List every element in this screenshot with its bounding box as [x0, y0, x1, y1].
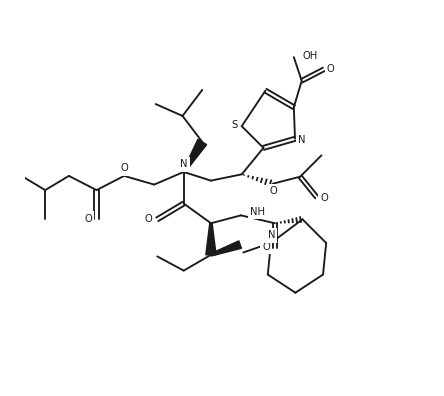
Text: O: O	[320, 192, 328, 203]
Text: O: O	[327, 64, 334, 74]
Text: O: O	[270, 186, 277, 196]
Polygon shape	[206, 223, 216, 255]
Text: NH: NH	[250, 207, 265, 217]
Text: OH: OH	[302, 51, 318, 61]
Text: N: N	[180, 160, 187, 169]
Text: O: O	[121, 164, 128, 173]
Text: O: O	[262, 242, 270, 252]
Polygon shape	[210, 241, 242, 256]
Text: S: S	[231, 120, 238, 130]
Text: N: N	[298, 135, 306, 145]
Text: O: O	[145, 214, 152, 224]
Polygon shape	[183, 139, 206, 173]
Text: O: O	[84, 213, 92, 223]
Text: N: N	[268, 230, 275, 240]
